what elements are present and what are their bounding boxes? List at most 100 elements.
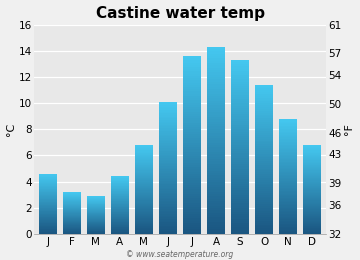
Bar: [303, 158, 321, 159]
Bar: [111, 197, 129, 198]
Bar: [87, 216, 105, 217]
Bar: [255, 161, 273, 163]
Bar: [231, 203, 249, 206]
Bar: [255, 176, 273, 178]
Bar: [279, 133, 297, 134]
Bar: [231, 171, 249, 173]
Bar: [231, 108, 249, 110]
Bar: [135, 193, 153, 194]
Bar: [63, 231, 81, 232]
Bar: [279, 199, 297, 201]
Bar: [135, 229, 153, 231]
Bar: [87, 221, 105, 222]
Bar: [207, 112, 225, 115]
Bar: [255, 226, 273, 228]
Bar: [303, 223, 321, 224]
Bar: [159, 146, 177, 148]
Bar: [111, 205, 129, 206]
Bar: [135, 202, 153, 203]
Bar: [39, 189, 57, 190]
Bar: [159, 126, 177, 128]
Bar: [207, 215, 225, 218]
Bar: [111, 184, 129, 185]
Bar: [159, 125, 177, 126]
Bar: [231, 208, 249, 210]
Bar: [135, 233, 153, 234]
Bar: [87, 208, 105, 209]
Bar: [159, 207, 177, 209]
Bar: [159, 216, 177, 217]
Bar: [207, 183, 225, 185]
Bar: [63, 201, 81, 202]
Bar: [183, 145, 201, 147]
Bar: [183, 107, 201, 109]
Bar: [255, 88, 273, 90]
Bar: [111, 180, 129, 181]
Bar: [231, 112, 249, 114]
Bar: [207, 58, 225, 61]
Bar: [135, 219, 153, 220]
Bar: [303, 226, 321, 227]
Bar: [303, 173, 321, 174]
Bar: [207, 124, 225, 126]
Bar: [279, 215, 297, 217]
Bar: [207, 154, 225, 157]
Bar: [279, 175, 297, 176]
Bar: [87, 232, 105, 233]
Bar: [255, 184, 273, 185]
Bar: [183, 105, 201, 107]
Bar: [159, 116, 177, 118]
Bar: [207, 161, 225, 164]
Bar: [159, 163, 177, 165]
Bar: [303, 161, 321, 163]
Bar: [135, 232, 153, 233]
Bar: [303, 184, 321, 185]
Bar: [207, 101, 225, 103]
Bar: [63, 206, 81, 207]
Bar: [135, 145, 153, 146]
Title: Castine water temp: Castine water temp: [95, 5, 265, 21]
Bar: [255, 211, 273, 213]
Bar: [207, 171, 225, 173]
Bar: [135, 199, 153, 200]
Bar: [279, 149, 297, 150]
Bar: [159, 166, 177, 168]
Bar: [39, 194, 57, 195]
Bar: [303, 175, 321, 176]
Bar: [231, 116, 249, 119]
Bar: [303, 206, 321, 207]
Bar: [63, 200, 81, 201]
Bar: [255, 137, 273, 139]
Bar: [279, 165, 297, 166]
Bar: [159, 224, 177, 226]
Bar: [207, 229, 225, 231]
Bar: [183, 100, 201, 103]
Bar: [39, 221, 57, 222]
Bar: [111, 226, 129, 227]
Bar: [111, 190, 129, 191]
Bar: [183, 56, 201, 58]
Text: © www.seatemperature.org: © www.seatemperature.org: [126, 250, 234, 259]
Bar: [39, 201, 57, 202]
Bar: [279, 222, 297, 224]
Bar: [207, 194, 225, 197]
Bar: [255, 219, 273, 221]
Bar: [159, 118, 177, 120]
Bar: [183, 58, 201, 60]
Bar: [303, 227, 321, 228]
Bar: [279, 224, 297, 225]
Bar: [135, 204, 153, 205]
Bar: [135, 207, 153, 208]
Bar: [135, 227, 153, 228]
Bar: [303, 228, 321, 229]
Bar: [63, 204, 81, 205]
Bar: [183, 138, 201, 140]
Bar: [207, 96, 225, 98]
Bar: [231, 221, 249, 223]
Bar: [135, 205, 153, 206]
Bar: [159, 189, 177, 191]
Bar: [279, 225, 297, 227]
Bar: [183, 207, 201, 209]
Bar: [159, 201, 177, 203]
Bar: [279, 129, 297, 130]
